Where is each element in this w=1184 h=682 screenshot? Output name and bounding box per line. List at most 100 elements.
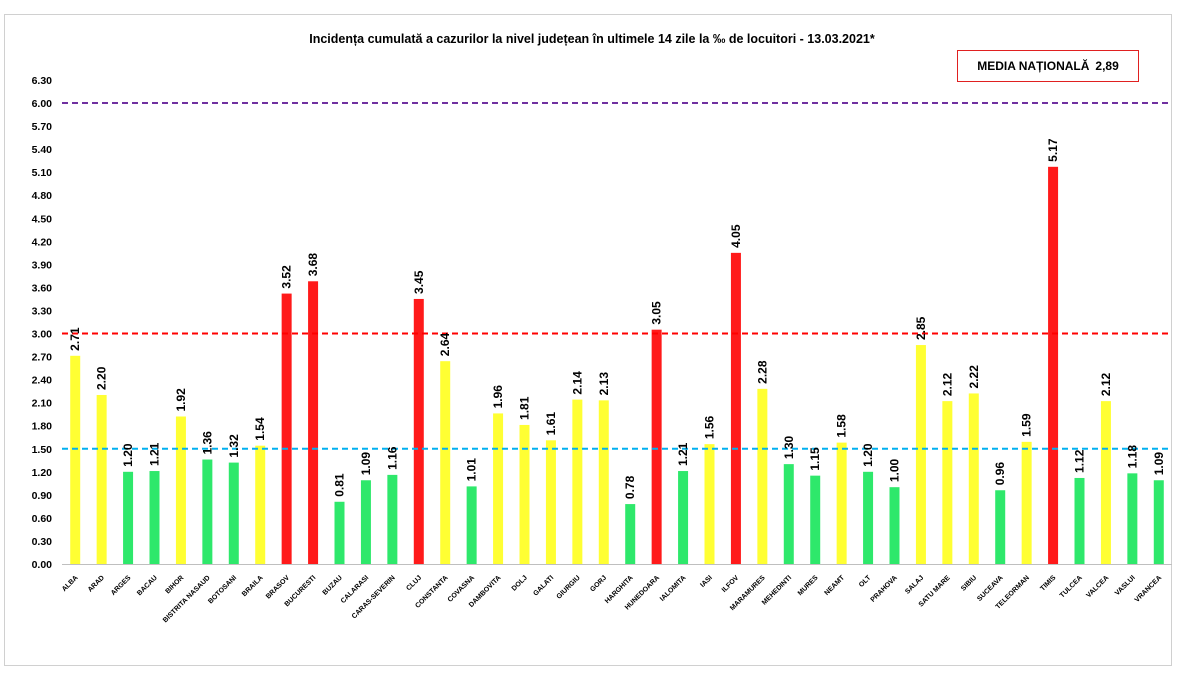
category-label: PRAHOVA [870,574,899,603]
y-tick-label: 2.40 [32,375,53,387]
category-label: IALOMITA [659,574,688,603]
bar [228,462,239,564]
y-tick-label: 3.60 [32,282,53,294]
y-tick-label: 2.10 [32,398,53,410]
data-label: 1.09 [359,452,373,476]
y-tick-label: 4.80 [32,190,53,202]
bar [625,504,636,564]
y-tick-label: 6.00 [32,98,53,110]
bar [995,490,1006,564]
data-label: 1.92 [174,388,188,412]
category-label: GORJ [589,574,608,593]
data-label: 4.05 [729,224,743,248]
bar [810,475,821,564]
category-label: CLUJ [405,574,423,592]
data-label: 0.81 [333,473,347,497]
y-tick-label: 4.50 [32,213,53,225]
data-label: 1.18 [1125,445,1139,469]
data-label: 1.30 [782,435,796,459]
bar [730,252,741,564]
category-label: BACAU [136,574,159,597]
y-tick-label: 1.80 [32,421,53,433]
bar [123,471,134,564]
bar [281,293,292,564]
data-label: 1.15 [808,447,822,471]
bar [493,413,504,564]
y-tick-label: 3.30 [32,305,53,317]
bar [783,464,794,564]
y-tick-label: 3.00 [32,329,53,341]
bar [889,487,900,564]
bar [1100,401,1111,564]
y-tick-label: 0.00 [32,559,53,571]
data-label: 0.96 [993,462,1007,486]
bar [545,440,556,564]
bar [704,444,715,564]
bar [863,471,874,564]
data-label: 2.14 [570,371,584,395]
data-label: 1.09 [1152,452,1166,476]
y-tick-label: 6.30 [32,75,53,87]
data-label: 3.05 [650,301,664,325]
bar [1021,441,1032,564]
bar [466,486,477,564]
data-label: 2.20 [95,366,109,390]
data-label: 2.12 [940,372,954,396]
data-label: 1.01 [465,458,479,482]
category-label: SALAJ [904,574,925,595]
data-label: 2.71 [68,327,82,351]
national-average-value: 2,89 [1095,59,1119,73]
data-label: 1.12 [1073,449,1087,473]
category-label: BRAILA [241,574,265,598]
data-label: 1.54 [253,417,267,441]
y-tick-label: 2.70 [32,352,53,364]
bar [149,471,160,564]
data-label: 1.16 [385,446,399,470]
data-label: 1.61 [544,412,558,436]
data-label: 1.96 [491,385,505,409]
y-tick-label: 4.20 [32,236,53,248]
bar [651,329,662,564]
category-label: TIMIS [1039,574,1057,592]
data-label: 1.21 [676,442,690,466]
data-label: 1.00 [888,458,902,482]
category-label: ILFOV [721,574,741,594]
bar [175,416,186,564]
chart-title: Incidența cumulată a cazurilor la nivel … [309,32,875,46]
category-label: DOLJ [511,574,529,592]
data-label: 3.68 [306,253,320,277]
category-label: BUZAU [322,574,344,596]
y-tick-label: 5.10 [32,167,53,179]
y-tick-label: 5.40 [32,144,53,156]
category-label: BOTOSANI [207,574,238,605]
bar [519,424,530,564]
chart-frame [4,14,1172,666]
data-label: 1.56 [703,415,717,439]
y-tick-label: 1.50 [32,444,53,456]
category-label: VRANCEA [1134,574,1163,603]
data-label: 1.20 [121,443,135,467]
data-label: 1.59 [1020,413,1034,437]
national-average-box: MEDIA NAȚIONALĂ 2,89 [957,50,1139,82]
bar [334,501,345,564]
bar [255,445,266,564]
category-label: GALATI [532,574,555,597]
data-label: 1.81 [518,396,532,420]
bar [678,471,689,564]
category-label: NEAMT [824,574,847,597]
bar [968,393,979,564]
category-label: BISTRITA NASAUD [162,574,212,624]
bar [598,400,609,564]
category-label: OLT [858,574,873,589]
category-label: BRASOV [265,574,291,600]
category-label: SIBIU [960,574,978,592]
category-label: ARGES [110,574,133,597]
y-tick-label: 0.30 [32,536,53,548]
data-label: 3.52 [280,265,294,289]
bar [836,442,847,564]
category-label: GIURGIU [556,574,582,600]
category-label: SUCEAVA [976,574,1004,602]
bar [70,355,81,564]
bar [1074,477,1085,564]
data-label: 2.12 [1099,372,1113,396]
